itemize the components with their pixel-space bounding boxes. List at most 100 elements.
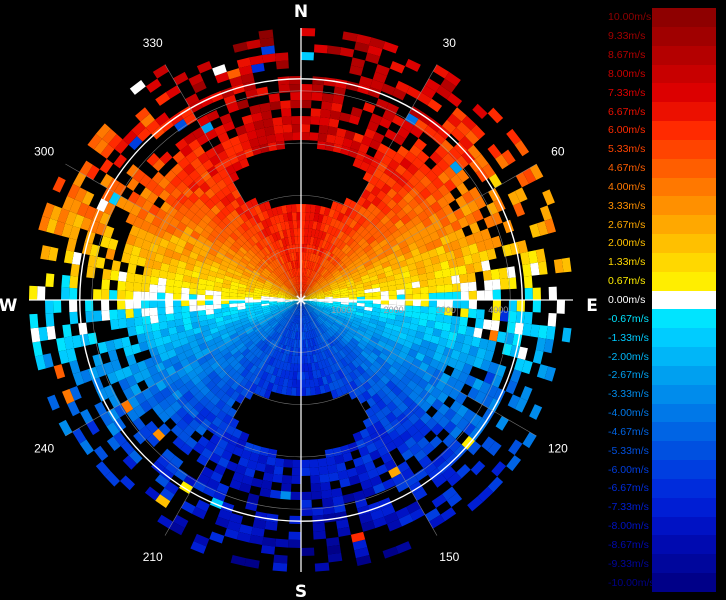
velocity-cell xyxy=(391,181,403,193)
velocity-cell xyxy=(238,524,253,535)
velocity-cell xyxy=(405,58,421,72)
velocity-cell xyxy=(164,405,177,418)
velocity-cell xyxy=(173,300,182,307)
velocity-cell xyxy=(129,363,141,375)
velocity-cell xyxy=(275,359,282,369)
velocity-cell xyxy=(414,118,428,132)
velocity-cell xyxy=(452,107,467,122)
velocity-cell xyxy=(310,312,317,320)
velocity-cell xyxy=(249,207,258,217)
velocity-cell xyxy=(265,280,274,286)
velocity-cell xyxy=(166,271,176,280)
velocity-cell xyxy=(142,323,153,334)
velocity-cell xyxy=(384,370,395,381)
velocity-cell xyxy=(315,304,324,309)
velocity-cell xyxy=(319,314,327,321)
velocity-cell xyxy=(309,270,315,279)
velocity-cell xyxy=(439,234,451,246)
velocity-cell xyxy=(69,311,79,325)
velocity-cell xyxy=(101,279,111,290)
velocity-cell xyxy=(310,245,316,254)
velocity-cell xyxy=(307,304,315,310)
velocity-cell xyxy=(288,305,296,311)
velocity-cell xyxy=(151,354,163,366)
velocity-cell xyxy=(468,308,477,319)
velocity-cell xyxy=(183,424,196,437)
velocity-cell xyxy=(296,379,301,388)
velocity-cell xyxy=(268,262,276,271)
legend-swatch xyxy=(652,158,716,178)
velocity-cell xyxy=(121,365,133,379)
velocity-cell xyxy=(394,315,404,322)
velocity-cell xyxy=(547,312,557,327)
velocity-cell xyxy=(463,254,474,266)
velocity-cell xyxy=(332,301,341,305)
velocity-cell xyxy=(412,293,421,300)
velocity-cell xyxy=(223,239,233,249)
velocity-cell xyxy=(267,328,275,336)
velocity-cell xyxy=(447,113,462,128)
velocity-cell xyxy=(515,172,530,188)
velocity-cell xyxy=(319,385,326,394)
velocity-cell xyxy=(364,303,373,308)
velocity-cell xyxy=(286,362,291,372)
velocity-cell xyxy=(125,317,136,328)
velocity-cell xyxy=(167,264,178,274)
velocity-cell xyxy=(318,247,324,257)
velocity-cell xyxy=(350,337,360,346)
velocity-cell xyxy=(205,177,217,189)
velocity-cell xyxy=(532,287,541,300)
velocity-cell xyxy=(245,228,254,238)
velocity-cell xyxy=(217,438,229,450)
velocity-cell xyxy=(360,274,370,281)
velocity-cell xyxy=(317,316,325,323)
velocity-cell xyxy=(228,153,240,165)
velocity-cell xyxy=(341,324,350,331)
velocity-cell xyxy=(217,131,230,144)
velocity-cell xyxy=(364,300,373,304)
velocity-cell xyxy=(253,290,262,294)
velocity-cell xyxy=(388,289,397,296)
velocity-cell xyxy=(323,307,332,312)
velocity-cell xyxy=(364,128,376,140)
velocity-cell xyxy=(220,206,231,217)
legend-swatch xyxy=(652,384,716,404)
velocity-cell xyxy=(296,371,301,380)
velocity-cell xyxy=(285,301,294,305)
velocity-cell xyxy=(401,230,412,240)
velocity-cell xyxy=(385,209,397,220)
velocity-cell xyxy=(314,328,320,337)
velocity-cell xyxy=(272,322,280,330)
velocity-cell xyxy=(387,519,402,532)
velocity-cell xyxy=(329,346,336,356)
velocity-cell xyxy=(193,187,205,199)
velocity-cell xyxy=(280,318,287,326)
velocity-cell xyxy=(192,145,206,158)
velocity-cell xyxy=(166,241,177,252)
velocity-cell xyxy=(460,343,472,355)
velocity-cell xyxy=(307,260,312,270)
velocity-cell xyxy=(262,472,274,482)
velocity-cell xyxy=(32,341,43,357)
velocity-cell xyxy=(192,265,203,274)
velocity-cell xyxy=(372,360,382,370)
velocity-cell xyxy=(189,305,198,312)
velocity-cell xyxy=(264,281,273,287)
velocity-cell xyxy=(236,99,250,110)
velocity-cell xyxy=(354,234,364,244)
velocity-cell xyxy=(548,286,557,300)
velocity-cell xyxy=(306,288,313,295)
velocity-cell xyxy=(444,71,461,87)
velocity-cell xyxy=(455,155,469,170)
velocity-cell xyxy=(190,157,203,170)
velocity-cell xyxy=(400,375,412,386)
velocity-cell xyxy=(252,519,266,530)
velocity-cell xyxy=(285,302,294,305)
velocity-cell xyxy=(347,328,357,335)
velocity-cell xyxy=(347,147,359,159)
velocity-cell xyxy=(245,88,258,100)
velocity-cell xyxy=(337,360,345,370)
velocity-cell xyxy=(197,114,211,127)
velocity-cell xyxy=(447,258,458,269)
velocity-cell xyxy=(487,143,502,159)
